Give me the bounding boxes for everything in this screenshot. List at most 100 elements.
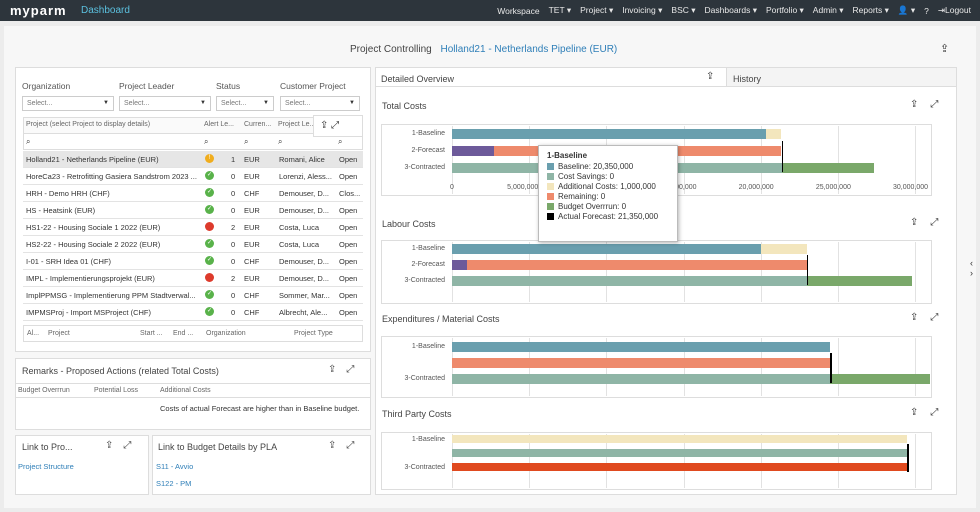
filter-select[interactable]: Select... bbox=[119, 96, 211, 111]
nav-item[interactable]: Workspace bbox=[497, 5, 540, 16]
chart-icons: ⇪ ⤢ bbox=[910, 312, 938, 323]
alert-level: 0 bbox=[231, 240, 236, 249]
chart-bar[interactable] bbox=[452, 463, 908, 471]
gridline bbox=[837, 338, 839, 396]
column-header[interactable]: Curren... bbox=[244, 121, 272, 128]
expand-icon[interactable]: ⤢ bbox=[930, 217, 939, 228]
nav-item[interactable]: Portfolio ▾ bbox=[765, 5, 804, 15]
export-icon[interactable]: ⇪ bbox=[910, 217, 919, 228]
chart-bar[interactable] bbox=[452, 358, 831, 368]
alert-level: 0 bbox=[231, 291, 236, 300]
link-budget-icons: ⇪ ⤢ bbox=[328, 440, 354, 451]
expand-icon[interactable]: ⤢ bbox=[123, 440, 132, 451]
category-label: 1-Baseline bbox=[411, 343, 445, 350]
column-header[interactable]: Project Le... bbox=[278, 121, 316, 128]
tab-detailed-overview[interactable]: Detailed Overview bbox=[381, 74, 455, 84]
table-row[interactable]: IMPMSProj - Import MSProject (CHF) ✓ 0 CHF A… bbox=[23, 304, 363, 321]
nav-item[interactable]: ⇥Logout bbox=[937, 5, 971, 15]
expand-icon[interactable]: ⤢ bbox=[930, 407, 939, 418]
tooltip-title: 1-Baseline bbox=[547, 151, 588, 160]
alert-level: 0 bbox=[231, 189, 236, 198]
search-icon[interactable]: ⌕ bbox=[278, 137, 283, 146]
table-row[interactable]: HoreCa23 - Retrofitting Gasiera Sandstro… bbox=[23, 168, 363, 185]
chart-bar[interactable] bbox=[452, 276, 807, 286]
chart-bar[interactable] bbox=[452, 449, 908, 457]
table-row[interactable]: HS - Heatsink (EUR) ✓ 0 EUR Demouser, D... Op… bbox=[23, 202, 363, 219]
column-header[interactable]: Start ... bbox=[140, 330, 163, 337]
category-label: 1-Baseline bbox=[411, 245, 445, 252]
filter-select[interactable]: Select... bbox=[22, 96, 114, 111]
tab-history-bg bbox=[726, 68, 956, 86]
chart-bar[interactable] bbox=[452, 146, 494, 156]
currency: EUR bbox=[244, 274, 260, 283]
table-row[interactable]: IMPL - Implementierungsprojekt (EUR) 2 EUR… bbox=[23, 270, 363, 287]
chart-bar[interactable] bbox=[452, 435, 908, 443]
nav-item[interactable]: BSC ▾ bbox=[671, 5, 696, 15]
tab-history[interactable]: History bbox=[733, 74, 762, 84]
column-header[interactable]: Organization bbox=[206, 330, 246, 337]
x-tick-label: 15,000,000 bbox=[661, 184, 697, 191]
chart-bar[interactable] bbox=[766, 129, 782, 139]
search-icon[interactable]: ⌕ bbox=[26, 137, 31, 146]
export-icon[interactable]: ⇪ bbox=[105, 440, 114, 451]
phase: Open bbox=[339, 257, 358, 266]
chart-bar[interactable] bbox=[467, 260, 807, 270]
chart-bar[interactable] bbox=[452, 244, 761, 254]
chart-bar[interactable] bbox=[781, 163, 875, 173]
export-icon[interactable]: ⇪ bbox=[706, 71, 715, 82]
table-row[interactable]: HS2-22 - Housing Sociale 2 2022 (EUR) ✓ 0 E… bbox=[23, 236, 363, 253]
filter-select[interactable]: Select... bbox=[216, 96, 274, 111]
export-icon[interactable]: ⇪ bbox=[910, 99, 919, 110]
export-icon[interactable]: ⇪ bbox=[910, 312, 919, 323]
table-row[interactable]: HS1-22 - Housing Sociale 1 2022 (EUR) 2 EU… bbox=[23, 219, 363, 236]
nav-item[interactable]: Dashboards ▾ bbox=[704, 5, 757, 15]
link-s11[interactable]: S11 - Avvio bbox=[156, 462, 194, 471]
chevron-left-icon[interactable]: ‹ bbox=[970, 258, 973, 268]
nav-item[interactable]: Project ▾ bbox=[580, 5, 614, 15]
table-row[interactable]: HRH - Demo HRH (CHF) ✓ 0 CHF Demouser, D... C… bbox=[23, 185, 363, 202]
nav-item[interactable]: TET ▾ bbox=[548, 5, 572, 15]
export-icon[interactable]: ⇪ bbox=[940, 43, 950, 55]
project-leader: Demouser, D... bbox=[279, 206, 330, 215]
export-icon[interactable]: ⇪ bbox=[910, 407, 919, 418]
chart-bar[interactable] bbox=[452, 260, 468, 270]
expand-icon[interactable]: ⤢ bbox=[930, 99, 939, 110]
expand-icon[interactable]: ⤢ bbox=[346, 364, 355, 375]
chart-bar[interactable] bbox=[830, 374, 931, 384]
tooltip-text: Additional Costs: 1,000,000 bbox=[558, 182, 656, 191]
chart-bar[interactable] bbox=[806, 276, 912, 286]
search-icon[interactable]: ⌕ bbox=[338, 137, 343, 146]
column-header[interactable]: Alert Le... bbox=[204, 121, 234, 128]
column-header[interactable]: Project Type bbox=[294, 330, 333, 337]
column-header[interactable]: End ... bbox=[173, 330, 194, 337]
filter-select[interactable]: Select... bbox=[280, 96, 360, 111]
tooltip-item: Budget Overrrun: 0 bbox=[547, 202, 669, 211]
chart-bar[interactable] bbox=[452, 129, 767, 139]
search-icon[interactable]: ⌕ bbox=[204, 137, 209, 146]
nav-item[interactable]: Admin ▾ bbox=[812, 5, 844, 15]
expand-icon[interactable]: ⤢ bbox=[346, 440, 355, 451]
search-icon[interactable]: ⌕ bbox=[244, 137, 249, 146]
expand-icon[interactable]: ⤢ bbox=[930, 312, 939, 323]
nav-item[interactable]: Invoicing ▾ bbox=[622, 5, 663, 15]
alert-level: 0 bbox=[231, 308, 236, 317]
nav-item[interactable]: ? bbox=[924, 5, 929, 16]
dashboard-title[interactable]: Dashboard bbox=[81, 5, 130, 16]
export-icon[interactable]: ⇪ bbox=[328, 364, 337, 375]
table-row[interactable]: ImplPPMSG - Implementierung PPM Stadtver… bbox=[23, 287, 363, 304]
nav-item[interactable]: Reports ▾ bbox=[852, 5, 889, 15]
column-header[interactable]: Project bbox=[48, 330, 70, 337]
nav-item[interactable]: 👤 ▾ bbox=[897, 5, 916, 15]
column-header[interactable]: Project (select Project to display detai… bbox=[26, 121, 151, 128]
link-s122[interactable]: S122 - PM bbox=[156, 479, 192, 488]
project-leader: Demouser, D... bbox=[279, 274, 330, 283]
chart-bar[interactable] bbox=[452, 342, 831, 352]
chart-bar[interactable] bbox=[760, 244, 807, 254]
chevron-right-icon[interactable]: › bbox=[970, 268, 973, 278]
table-row[interactable]: Holland21 - Netherlands Pipeline (EUR)! 1… bbox=[23, 151, 363, 168]
chart-bar[interactable] bbox=[452, 374, 831, 384]
export-icon[interactable]: ⇪ bbox=[328, 440, 337, 451]
link-project-structure[interactable]: Project Structure bbox=[18, 462, 74, 471]
table-row[interactable]: I-01 - SRH Idea 01 (CHF) ✓ 0 CHF Demouser, D… bbox=[23, 253, 363, 270]
column-header[interactable]: Al... bbox=[27, 330, 40, 337]
